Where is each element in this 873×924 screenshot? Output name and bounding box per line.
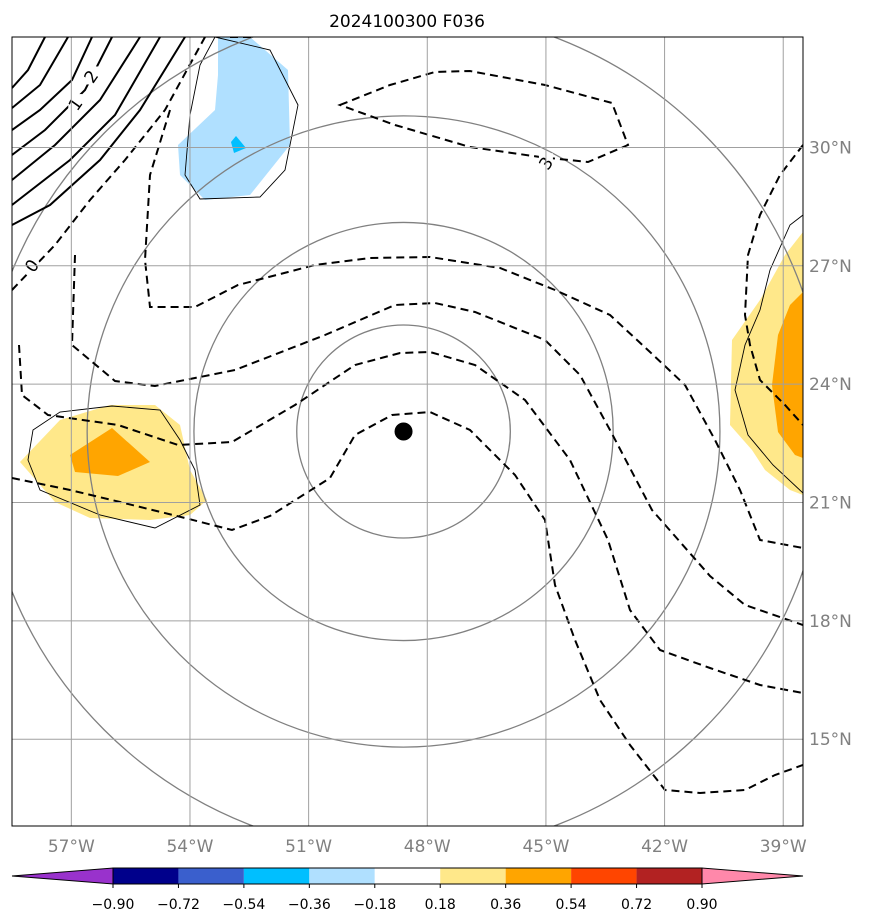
shade-negative-light [178,37,290,200]
lat-tick-label: 27°N [809,257,852,277]
colorbar-tick-label: −0.90 [92,897,135,913]
colorbar-segment [505,868,572,884]
shade-positive-medium-west [70,428,150,476]
dashed-contour [70,254,803,626]
solid-contour [12,37,46,89]
lon-tick-label: 48°W [404,837,451,857]
dashed-contour [743,144,803,426]
outline-positive-west [27,405,201,529]
colorbar-tick-label: 0.72 [621,897,652,913]
solid-contours [12,37,186,226]
colorbar-tick-label: 0.36 [490,897,521,913]
solid-contour [12,37,69,109]
range-ring [296,324,511,539]
colorbar-segment [113,868,179,884]
dashed-contour [18,344,803,694]
colorbar-segment [374,868,441,884]
colorbar-tick-label: 0.18 [425,897,456,913]
lon-tick-labels: 57°W 54°W 51°W 48°W 45°W 42°W 39°W [48,837,807,857]
colorbar-tick-label: −0.18 [353,897,396,913]
contour-label-background [84,66,99,85]
lon-tick-label: 45°W [522,837,569,857]
colorbar-segment [243,868,310,884]
colorbar-tick-label: −0.54 [222,897,265,913]
solid-contour [12,37,141,181]
lon-tick-label: 54°W [166,837,213,857]
lon-tick-label: 39°W [760,837,807,857]
range-ring [193,221,614,642]
chart-title: 2024100300 F036 [329,12,485,32]
colorbar-tick-labels: −0.90 −0.72 −0.54 −0.36 −0.18 0.18 0.36 0.54 0.7… [92,897,718,913]
solid-contour [12,37,186,226]
dashed-contour [12,37,206,291]
colorbar-extend-low [11,867,114,885]
lon-tick-label: 42°W [641,837,688,857]
dashed-contour [12,410,803,795]
colorbar-frame [112,867,703,885]
lat-tick-label: 21°N [809,494,852,514]
lat-tick-labels: 30°N 27°N 24°N 21°N 18°N 15°N [809,138,852,750]
solid-contour [12,37,161,206]
colorbar-tick-label: −0.72 [157,897,200,913]
contour-label-background [24,255,39,274]
colorbar-tick-label: −0.36 [288,897,331,913]
colorbar-extend-high [701,867,804,885]
lat-tick-label: 24°N [809,375,852,395]
colorbar [11,867,804,888]
lon-tick-label: 51°W [285,837,332,857]
range-rings [12,37,803,826]
lat-tick-label: 30°N [809,138,852,158]
colorbar-segment [571,868,637,884]
outline-negative [184,37,299,200]
storm-center-marker [394,422,413,441]
colorbar-segment [178,868,244,884]
solid-contour [12,37,113,156]
plot-frame [11,36,804,827]
lat-tick-label: 15°N [809,730,852,750]
colorbar-tick-label: 0.90 [686,897,717,913]
colorbar-segment [309,868,375,884]
shade-negative-medium [231,136,246,153]
colorbar-tick-label: 0.54 [556,897,587,913]
colorbar-segment [636,868,702,884]
lat-tick-label: 18°N [809,612,852,632]
range-ring [86,115,721,748]
dashed-contour [143,109,803,549]
gridlines [12,37,803,826]
lon-tick-label: 57°W [48,837,95,857]
colorbar-segment [440,868,506,884]
solid-contour [12,37,93,131]
